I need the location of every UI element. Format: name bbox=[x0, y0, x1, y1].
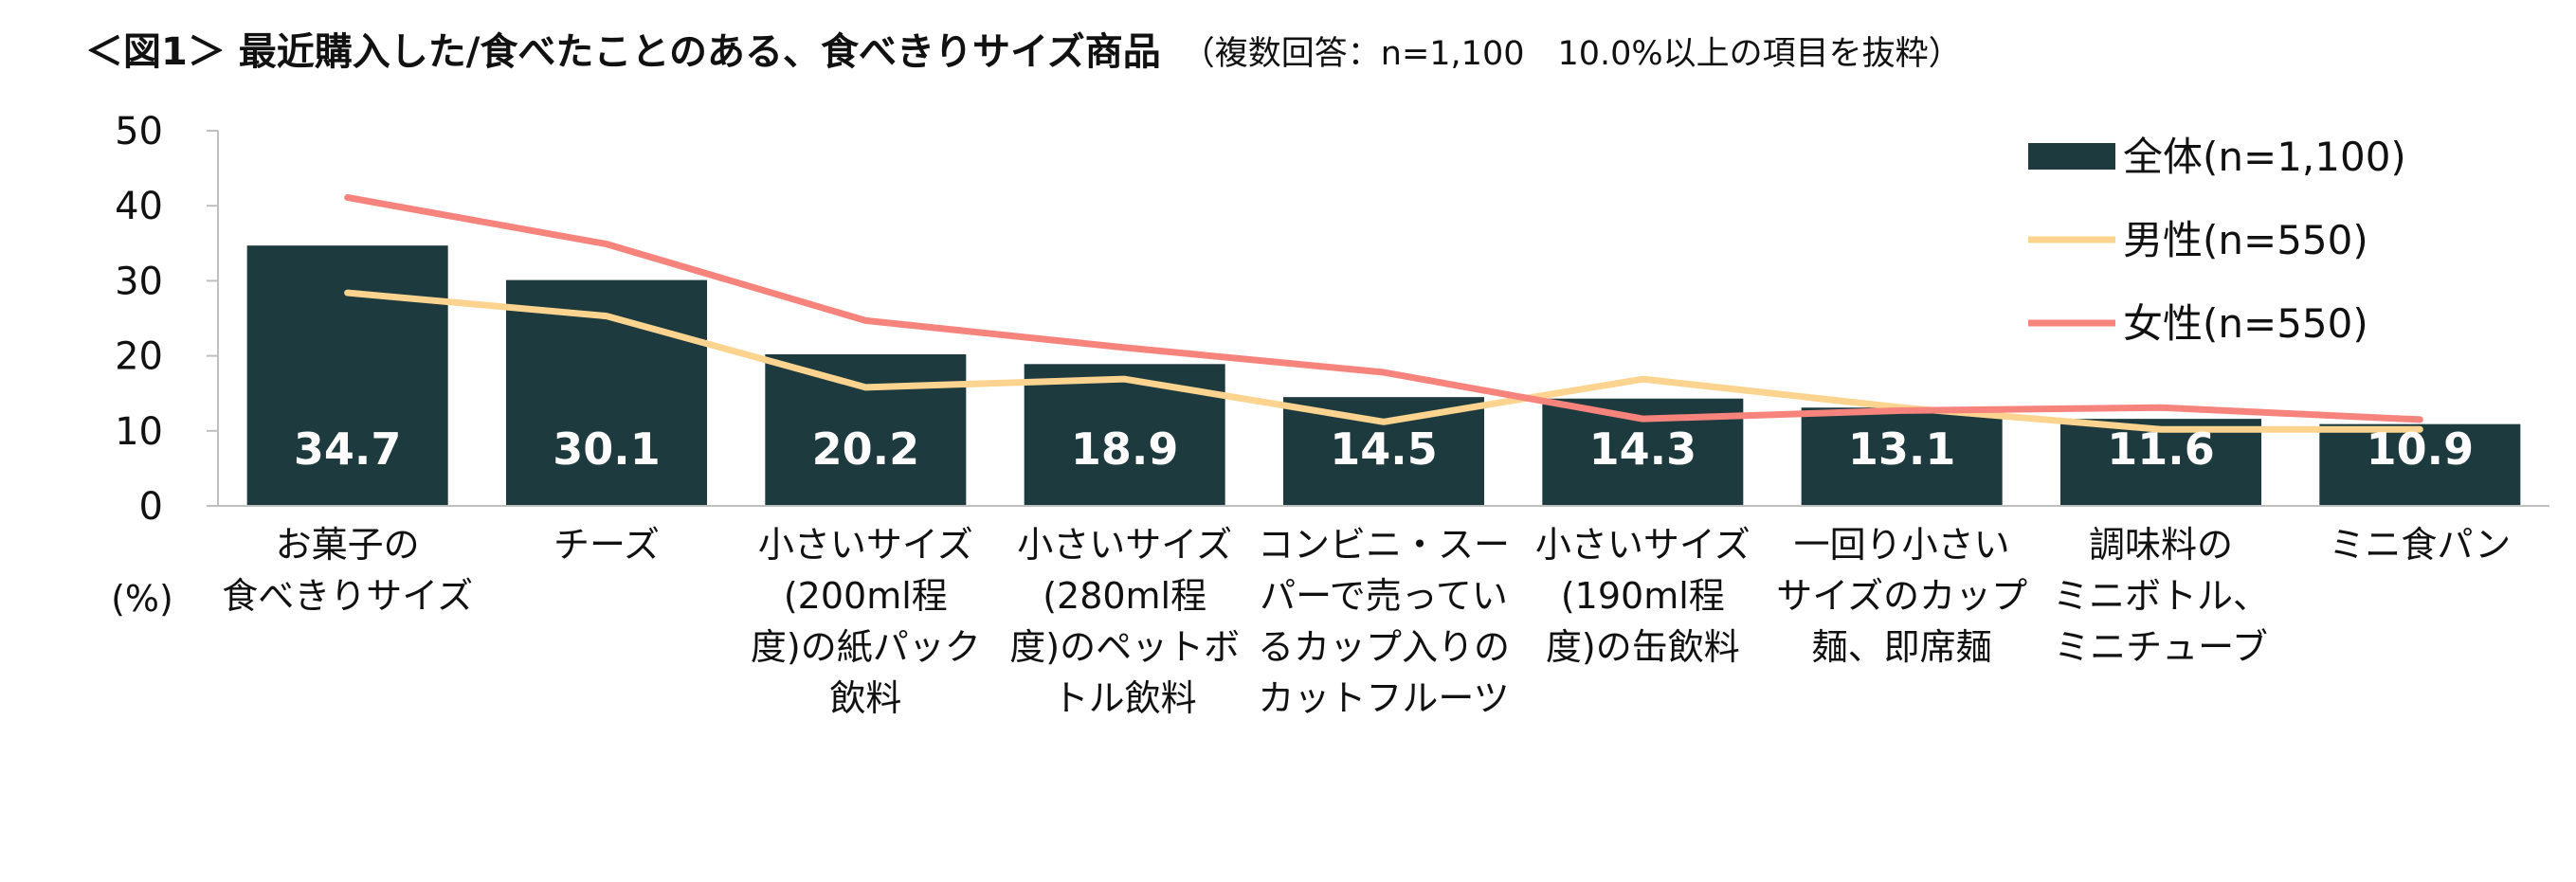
chart-subtitle: （複数回答：n=1,100 10.0%以上の項目を抜粋） bbox=[1181, 35, 1962, 73]
bar bbox=[246, 245, 448, 506]
x-category-label: お菓子の食べきりサイズ bbox=[222, 524, 473, 617]
bar-value-label: 14.3 bbox=[1589, 423, 1697, 475]
bar-value-label: 13.1 bbox=[1848, 423, 1956, 475]
legend-label: 男性(n=550) bbox=[2123, 217, 2368, 263]
y-tick-label: 30 bbox=[115, 260, 163, 303]
x-category-label-line: 一回り小さい bbox=[1794, 524, 2010, 566]
bar bbox=[2319, 423, 2521, 506]
bar bbox=[1283, 397, 1484, 506]
y-tick-label: 0 bbox=[139, 485, 163, 529]
x-category-label-line: 度)の缶飲料 bbox=[1546, 626, 1740, 668]
y-tick-label: 20 bbox=[115, 335, 163, 379]
x-category-label-line: 小さいサイズ bbox=[1017, 524, 1232, 566]
bar-value-label: 30.1 bbox=[553, 423, 661, 475]
x-category-label: 小さいサイズ (190ml程度)の缶飲料 bbox=[1535, 524, 1751, 668]
x-category-label-line: パーで売ってい bbox=[1260, 575, 1508, 617]
x-category-label-line: 麺、即席麺 bbox=[1812, 626, 1992, 668]
y-tick-label: 10 bbox=[115, 410, 163, 454]
legend-swatch-bar bbox=[2028, 143, 2115, 170]
bar bbox=[765, 354, 967, 506]
x-category-label-line: (190ml程 bbox=[1561, 575, 1725, 617]
x-category-label-line: ミニボトル、 bbox=[2053, 575, 2269, 617]
x-category-label: 小さいサイズ (280ml程度)のペットボトル飲料 bbox=[1009, 524, 1240, 719]
x-category-label: チーズ bbox=[553, 524, 660, 566]
x-category-label-line: コンビニ・スー bbox=[1258, 524, 1510, 566]
bar-value-label: 10.9 bbox=[2367, 423, 2475, 475]
x-category-label-line: お菓子の bbox=[276, 524, 420, 566]
x-category-label: 小さいサイズ (200ml程度)の紙パック飲料 bbox=[751, 524, 981, 719]
x-category-label-line: 度)のペットボ bbox=[1009, 626, 1240, 668]
x-category-label-line: 小さいサイズ bbox=[758, 524, 973, 566]
x-category-label-line: ミニ食パン bbox=[2329, 524, 2511, 566]
x-category-label-line: 食べきりサイズ bbox=[222, 575, 473, 617]
x-category-label-line: るカップ入りの bbox=[1258, 626, 1510, 668]
y-tick-label: 40 bbox=[115, 185, 163, 228]
bar-value-label: 18.9 bbox=[1071, 423, 1179, 475]
x-category-label: コンビニ・スーパーで売っているカップ入りのカットフルーツ bbox=[1258, 524, 1510, 719]
x-category-label-line: (280ml程 bbox=[1043, 575, 1206, 617]
x-category-label-line: 度)の紙パック bbox=[751, 626, 981, 668]
legend-label: 女性(n=550) bbox=[2123, 300, 2368, 347]
bar-value-label: 20.2 bbox=[812, 423, 920, 475]
y-unit-label: (%) bbox=[111, 578, 173, 620]
x-category-label: ミニ食パン bbox=[2329, 524, 2511, 566]
bar-value-label: 14.5 bbox=[1330, 423, 1438, 475]
x-category-label-line: (200ml程 bbox=[784, 575, 948, 617]
x-category-label-line: カットフルーツ bbox=[1258, 677, 1509, 719]
bar-value-label: 34.7 bbox=[294, 423, 402, 475]
x-category-label-line: トル飲料 bbox=[1053, 677, 1197, 719]
bar bbox=[1801, 407, 2003, 506]
bar bbox=[2060, 419, 2261, 506]
x-category-label-line: サイズのカップ bbox=[1776, 575, 2027, 617]
legend-label: 全体(n=1,100) bbox=[2123, 134, 2406, 180]
x-category-label-line: チーズ bbox=[553, 524, 660, 566]
x-category-label-line: 飲料 bbox=[829, 677, 901, 719]
bar-value-label: 11.6 bbox=[2107, 423, 2215, 475]
y-tick-label: 50 bbox=[115, 110, 163, 153]
x-category-label-line: 小さいサイズ bbox=[1535, 524, 1751, 566]
x-category-label: 調味料のミニボトル、ミニチューブ bbox=[2053, 524, 2269, 668]
chart-title: ＜図1＞ 最近購入した/食べたことのある、食べきりサイズ商品 bbox=[85, 30, 1161, 74]
x-category-label-line: 調味料の bbox=[2089, 524, 2233, 566]
x-category-label-line: ミニチューブ bbox=[2054, 626, 2268, 668]
chart-title-line: ＜図1＞ 最近購入した/食べたことのある、食べきりサイズ商品 （複数回答：n=1,… bbox=[85, 21, 1962, 76]
x-category-label: 一回り小さいサイズのカップ麺、即席麺 bbox=[1776, 524, 2027, 668]
